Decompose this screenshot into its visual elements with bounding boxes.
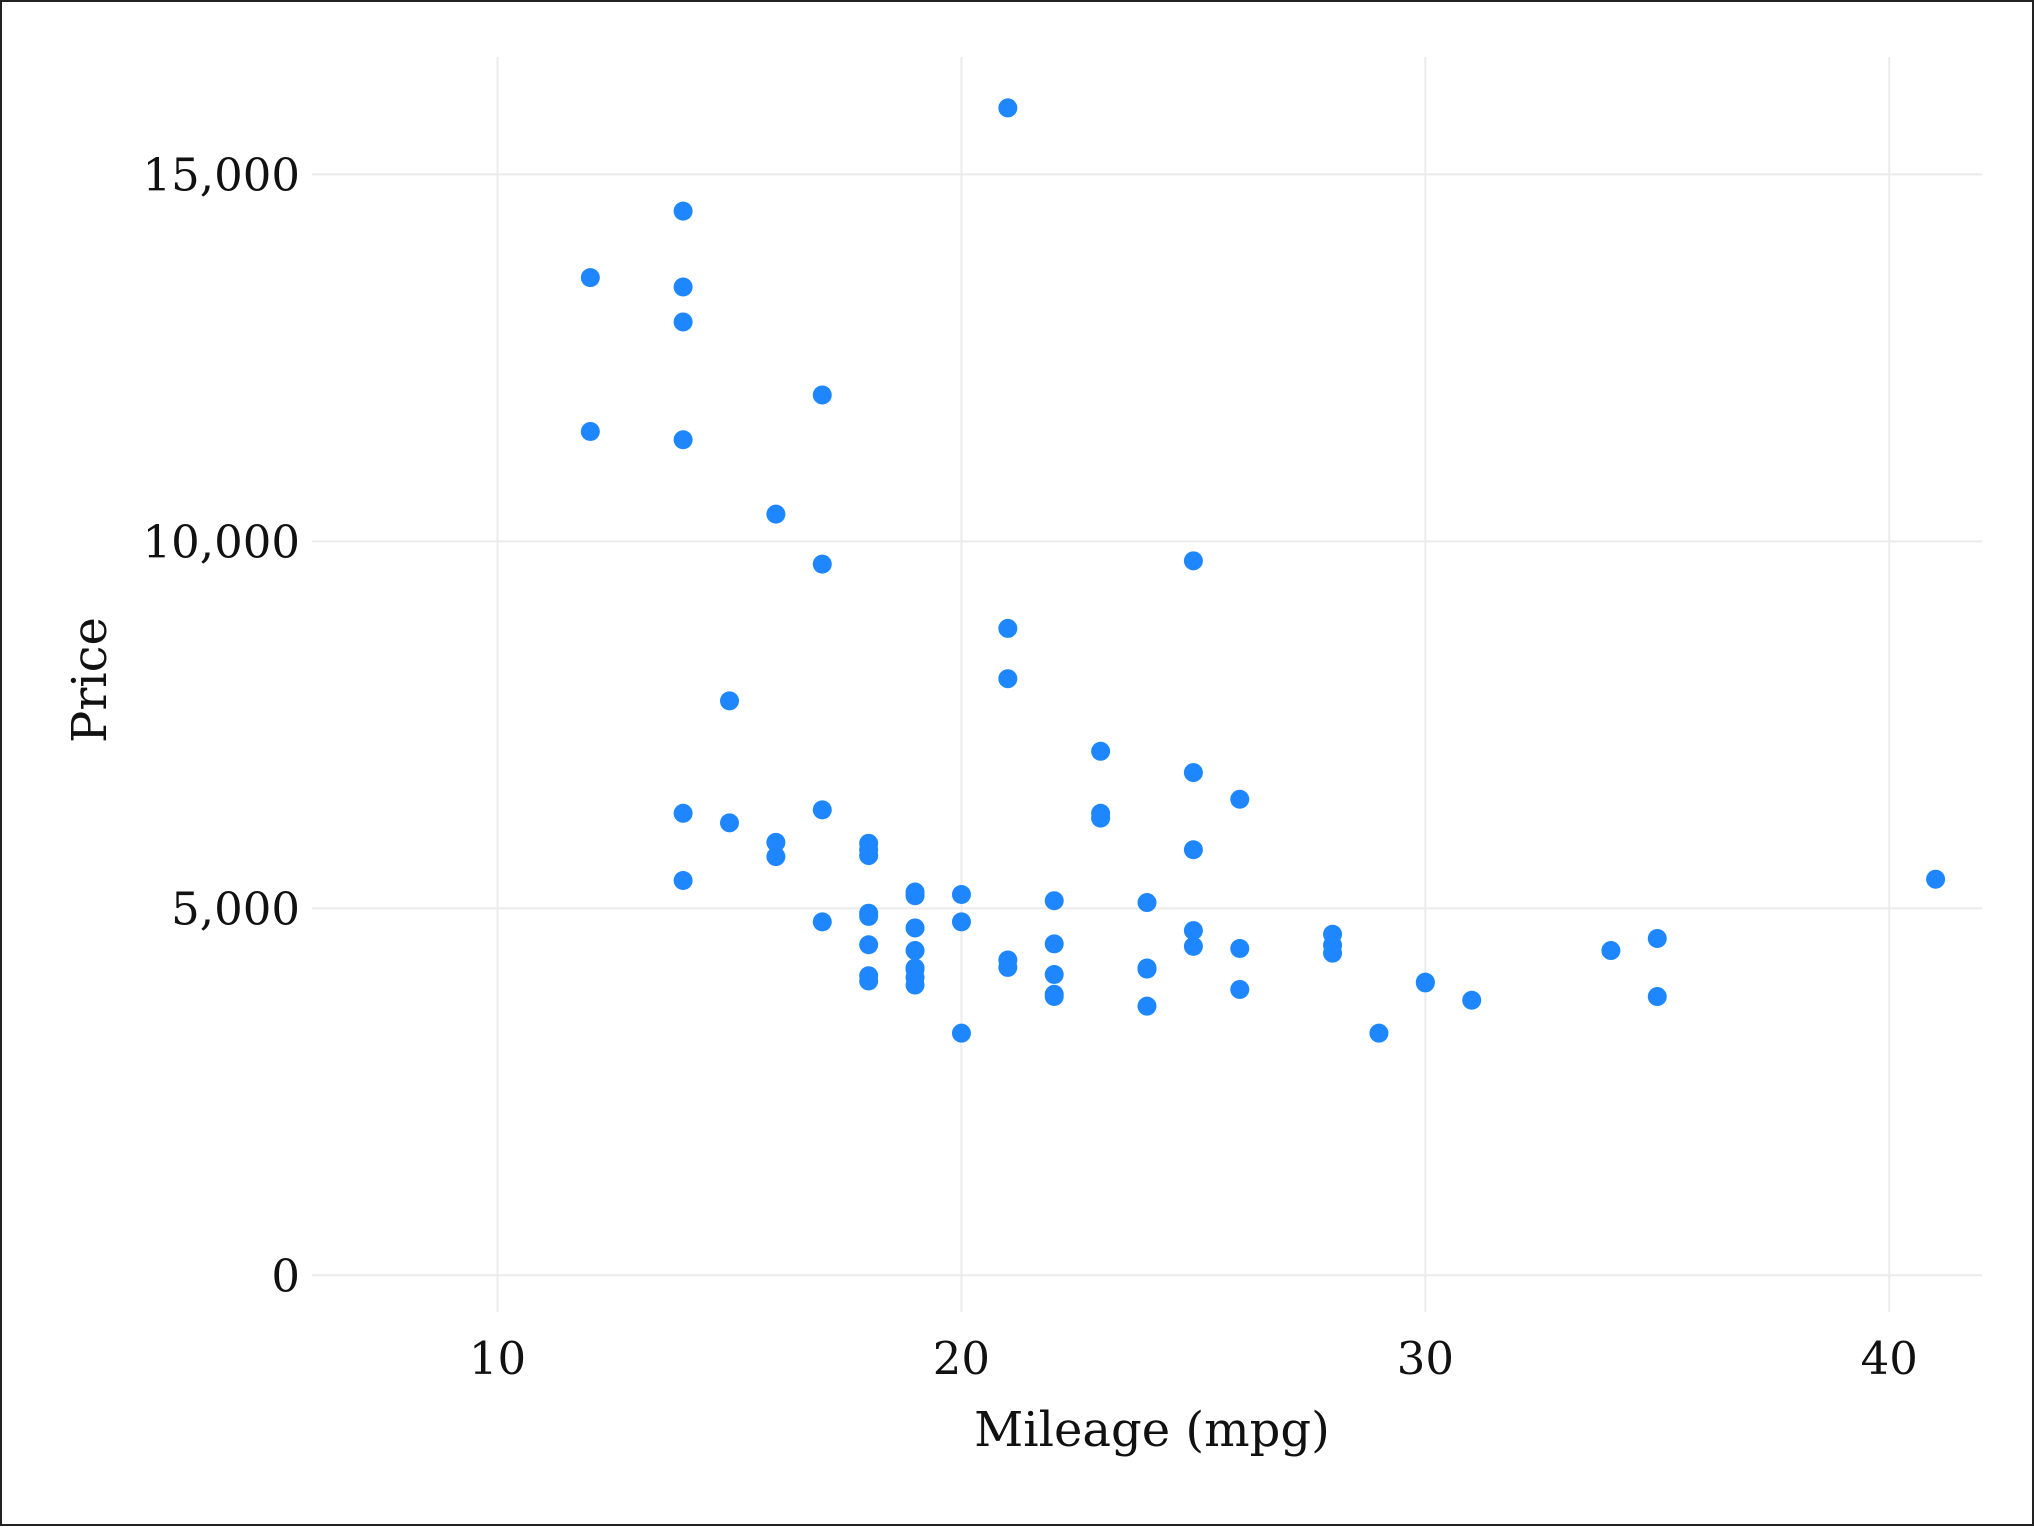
data-point [1415,973,1435,993]
data-points [580,98,1946,1043]
data-point [1183,921,1203,941]
data-point [905,941,925,961]
data-point [1230,938,1250,958]
data-point [1044,934,1064,954]
x-axis-title: Mileage (mpg) [974,1402,1330,1458]
data-point [580,268,600,288]
data-point [951,912,971,932]
data-point [998,98,1018,118]
x-tick-label: 20 [933,1332,990,1385]
data-point [673,312,693,332]
data-point [766,832,786,852]
grid [312,57,1982,1312]
data-point [1044,891,1064,911]
data-point [905,918,925,938]
data-point [998,618,1018,638]
data-point [905,886,925,906]
data-point [720,813,739,833]
data-point [1044,986,1064,1006]
data-point [1323,943,1343,963]
data-point [1230,789,1250,809]
data-point [1647,929,1667,949]
data-point [905,975,925,995]
data-point [1230,979,1250,999]
data-point [1462,990,1482,1010]
data-point [1137,996,1157,1016]
data-point [998,669,1018,689]
x-tick-label: 40 [1861,1332,1918,1385]
data-point [1091,808,1111,828]
y-tick-label: 5,000 [171,882,300,935]
y-axis-title: Price [62,617,118,743]
data-point [859,935,879,955]
tick-labels: 10 20 30 40 0 5,000 10,000 15,000 [143,148,1918,1385]
data-point [766,504,786,524]
data-point [720,691,739,711]
data-point [812,385,832,405]
data-point [951,884,971,904]
data-point [1183,840,1203,860]
y-tick-label: 10,000 [143,515,300,568]
data-point [1183,763,1203,783]
data-point [859,846,879,866]
x-tick-label: 30 [1397,1332,1454,1385]
data-point [1601,941,1621,961]
data-point [812,912,832,932]
data-point [673,871,693,891]
data-point [859,906,879,926]
data-point [766,847,786,867]
data-point [673,201,693,221]
x-tick-label: 10 [469,1332,526,1385]
data-point [1183,936,1203,956]
data-point [859,971,879,991]
data-point [1369,1023,1389,1043]
data-point [580,422,600,442]
data-point [1647,987,1667,1007]
data-point [673,803,693,823]
data-point [673,430,693,450]
data-point [951,1023,971,1043]
data-point [1926,869,1946,889]
y-tick-label: 0 [271,1249,300,1302]
data-point [1137,893,1157,913]
data-point [673,277,693,297]
y-tick-label: 15,000 [143,148,300,201]
data-point [1044,964,1064,984]
data-point [812,800,832,820]
data-point [998,957,1018,977]
data-point [812,554,832,574]
data-point [1183,551,1203,571]
data-point [1091,741,1111,761]
data-point [1137,959,1157,979]
